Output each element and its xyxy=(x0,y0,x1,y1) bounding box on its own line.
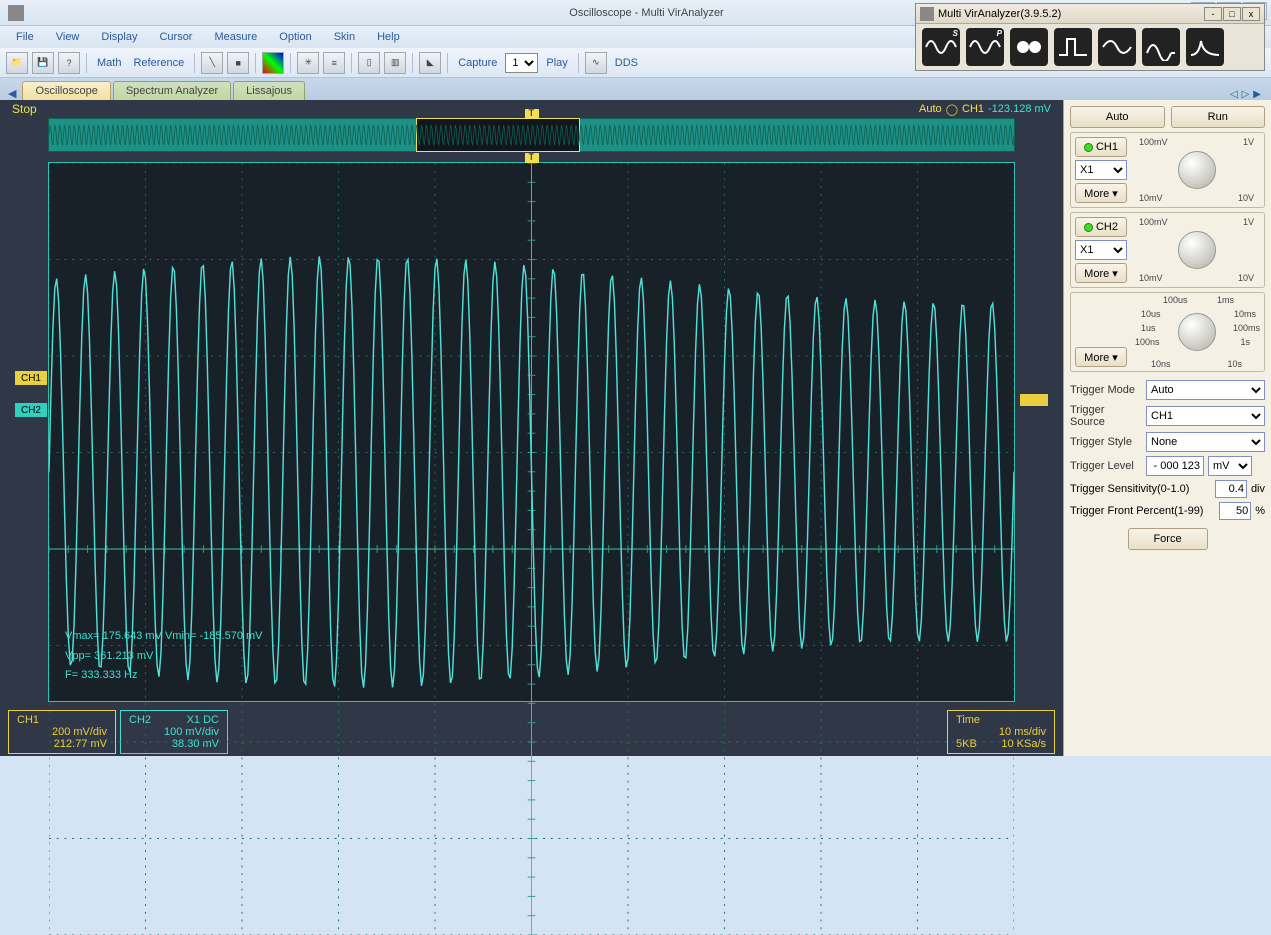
measurement-readout: Vmax= 175.643 mV Vmin= -185.570 mV Vpp= … xyxy=(65,628,263,687)
tool-record[interactable] xyxy=(1010,28,1048,66)
trigger-cursor-icon[interactable] xyxy=(525,153,539,163)
trigger-sensitivity-input[interactable] xyxy=(1215,480,1247,498)
float-restore-icon[interactable]: □ xyxy=(1223,7,1241,21)
overview-strip[interactable] xyxy=(48,118,1015,152)
trigger-marker-icon[interactable] xyxy=(525,109,539,119)
trigger-ring-icon: ◯ xyxy=(946,103,958,116)
control-panel: Auto Run CH1 X1 More ▾ 100mV 1V 10mV 10V… xyxy=(1063,100,1271,756)
ch1-tag[interactable]: CH1 xyxy=(15,371,47,385)
reference-button[interactable]: Reference xyxy=(129,57,188,69)
float-close-icon[interactable]: x xyxy=(1242,7,1260,21)
ch2-scale-select[interactable]: X1 xyxy=(1075,240,1127,260)
tab-last-icon[interactable]: ▶ xyxy=(1253,89,1261,100)
ch1-led-icon xyxy=(1084,143,1093,152)
menu-file[interactable]: File xyxy=(6,28,44,46)
capture-select[interactable]: 1 xyxy=(505,53,538,73)
menu-cursor[interactable]: Cursor xyxy=(149,28,202,46)
palette-icon[interactable] xyxy=(262,52,284,74)
menu-display[interactable]: Display xyxy=(91,28,147,46)
save-icon[interactable]: 💾 xyxy=(32,52,54,74)
menu-option[interactable]: Option xyxy=(269,28,321,46)
float-titlebar[interactable]: Multi VirAnalyzer(3.9.5.2) - □ x xyxy=(916,4,1264,24)
float-toolbar: Multi VirAnalyzer(3.9.5.2) - □ x S P xyxy=(915,3,1265,71)
tab-lissajous[interactable]: Lissajous xyxy=(233,81,305,100)
menu-measure[interactable]: Measure xyxy=(204,28,267,46)
play-button[interactable]: Play xyxy=(542,57,571,69)
tool-dds[interactable] xyxy=(1142,28,1180,66)
math-button[interactable]: Math xyxy=(93,57,125,69)
tab-oscilloscope[interactable]: Oscilloscope xyxy=(22,81,110,100)
stack-icon[interactable]: ≡ xyxy=(323,52,345,74)
menu-help[interactable]: Help xyxy=(367,28,410,46)
tool-step[interactable] xyxy=(1186,28,1224,66)
float-title: Multi VirAnalyzer(3.9.5.2) xyxy=(938,8,1200,20)
tab-next-icon[interactable]: ▷ xyxy=(1242,89,1250,100)
status-stop: Stop xyxy=(12,102,37,116)
ch2-led-icon xyxy=(1084,223,1093,232)
timebase-controls: More ▾ 100us 1ms 10us 10ms 1us 100ms 100… xyxy=(1070,292,1265,372)
trigger-mode-select[interactable]: Auto xyxy=(1146,380,1265,400)
tabbar: ◀ Oscilloscope Spectrum Analyzer Lissajo… xyxy=(0,78,1271,100)
tool-a-icon[interactable]: ╲ xyxy=(201,52,223,74)
tool-wave[interactable] xyxy=(1098,28,1136,66)
tool-pulse[interactable] xyxy=(1054,28,1092,66)
auto-button[interactable]: Auto xyxy=(1070,106,1165,128)
waveform-display[interactable]: CH1 CH2 Vmax= 175.643 mV Vmin= -185.570 … xyxy=(48,162,1015,702)
open-icon[interactable]: 📁 xyxy=(6,52,28,74)
app-icon xyxy=(8,5,24,21)
status-trigger: Auto ◯ CH1 -123.128 mV xyxy=(919,103,1051,116)
ch2-controls: CH2 X1 More ▾ 100mV 1V 10mV 10V xyxy=(1070,212,1265,288)
menu-skin[interactable]: Skin xyxy=(324,28,365,46)
ch2-vdiv-knob[interactable]: 100mV 1V 10mV 10V xyxy=(1133,217,1260,283)
ch1-enable-button[interactable]: CH1 xyxy=(1075,137,1127,157)
trigger-percent-input[interactable] xyxy=(1219,502,1251,520)
menu-view[interactable]: View xyxy=(46,28,90,46)
tab-prev-icon[interactable]: ◀ xyxy=(4,87,20,100)
tool-b-icon[interactable]: ■ xyxy=(227,52,249,74)
trigger-level-unit[interactable]: mV xyxy=(1208,456,1252,476)
dds-button[interactable]: DDS xyxy=(611,57,642,69)
tab-spectrum[interactable]: Spectrum Analyzer xyxy=(113,81,231,100)
tool-scope-s[interactable]: S xyxy=(922,28,960,66)
trigger-level-input[interactable] xyxy=(1146,456,1204,476)
ch2-tag[interactable]: CH2 xyxy=(15,403,47,417)
capture-label: Capture xyxy=(454,57,501,69)
trigger-controls: Trigger ModeAuto Trigger SourceCH1 Trigg… xyxy=(1070,380,1265,550)
tab-nav: ◁ ▷ ▶ xyxy=(1230,89,1267,100)
ch2-enable-button[interactable]: CH2 xyxy=(1075,217,1127,237)
timebase-more-button[interactable]: More ▾ xyxy=(1075,347,1127,367)
force-button[interactable]: Force xyxy=(1128,528,1208,550)
brightness-icon[interactable]: ✳ xyxy=(297,52,319,74)
float-app-icon xyxy=(920,7,934,21)
ch1-scale-select[interactable]: X1 xyxy=(1075,160,1127,180)
float-min-icon[interactable]: - xyxy=(1204,7,1222,21)
cursor-icon[interactable]: ◣ xyxy=(419,52,441,74)
ch2-more-button[interactable]: More ▾ xyxy=(1075,263,1127,283)
trigger-level-tag[interactable] xyxy=(1020,394,1048,406)
tab-first-icon[interactable]: ◁ xyxy=(1230,89,1238,100)
dds-icon[interactable]: ∿ xyxy=(585,52,607,74)
ch1-more-button[interactable]: More ▾ xyxy=(1075,183,1127,203)
tool-scope-p[interactable]: P xyxy=(966,28,1004,66)
layout2-icon[interactable]: ▥ xyxy=(384,52,406,74)
trigger-style-select[interactable]: None xyxy=(1146,432,1265,452)
layout1-icon[interactable]: ▯ xyxy=(358,52,380,74)
trigger-source-select[interactable]: CH1 xyxy=(1146,406,1265,426)
scope-area: Stop Auto ◯ CH1 -123.128 mV CH1 CH2 Vmax… xyxy=(0,100,1063,756)
help-icon[interactable]: ? xyxy=(58,52,80,74)
ch1-vdiv-knob[interactable]: 100mV 1V 10mV 10V xyxy=(1133,137,1260,203)
ch1-controls: CH1 X1 More ▾ 100mV 1V 10mV 10V xyxy=(1070,132,1265,208)
timebase-knob[interactable]: 100us 1ms 10us 10ms 1us 100ms 100ns 1s 1… xyxy=(1133,297,1260,367)
run-button[interactable]: Run xyxy=(1171,106,1266,128)
